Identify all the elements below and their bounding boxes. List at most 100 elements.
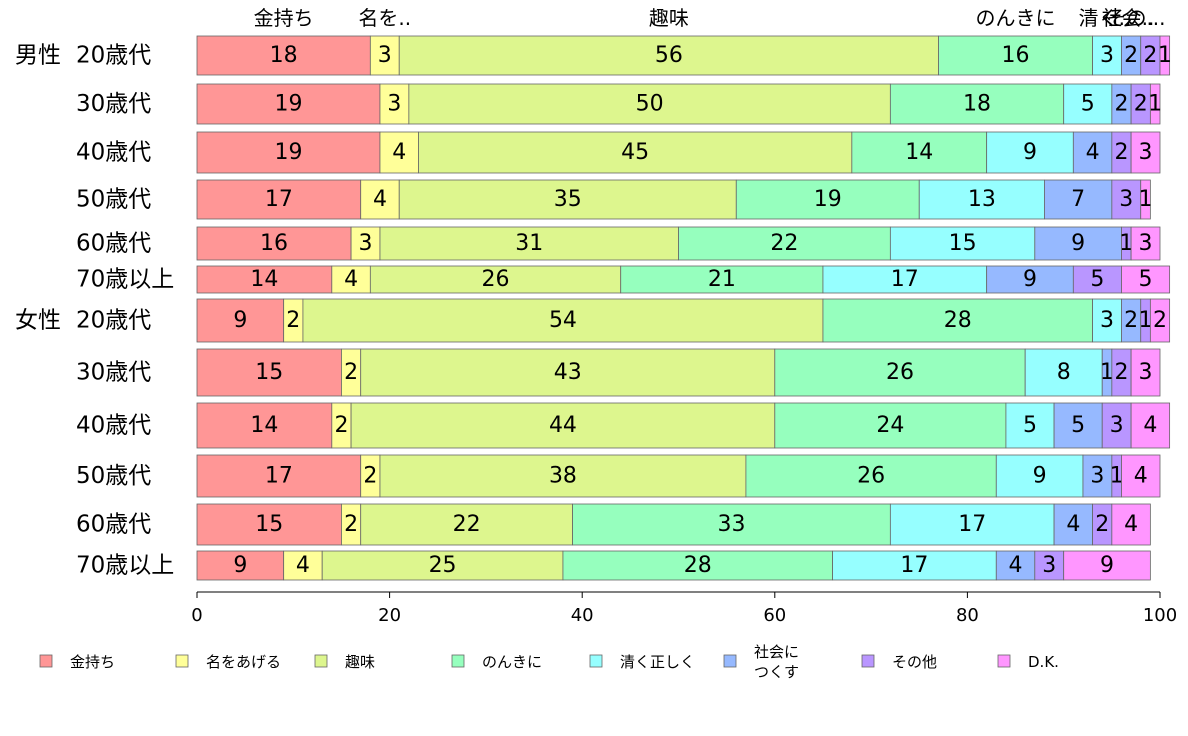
bar-segment	[196, 35, 371, 76]
bar-value-label: 19	[814, 187, 842, 212]
bar-value-label: 2	[1114, 92, 1128, 117]
bar-segment	[196, 454, 362, 498]
legend-swatch	[589, 654, 603, 668]
bar-value-label: 44	[549, 413, 577, 438]
bar-value-label: 25	[429, 553, 457, 578]
bar-value-label: 4	[344, 267, 358, 292]
bar-value-label: 13	[968, 187, 996, 212]
bar-value-label: 2	[1124, 43, 1138, 68]
bar-segment	[196, 402, 333, 449]
bar-segment	[1149, 298, 1171, 343]
bar-segment	[822, 298, 1093, 343]
bar-value-label: 14	[250, 413, 278, 438]
bar-segment	[350, 402, 776, 449]
bar-value-label: 5	[1023, 413, 1037, 438]
bar-segment	[1111, 179, 1142, 220]
bar-value-label: 15	[949, 231, 977, 256]
legend-label: のんきに	[482, 653, 542, 671]
bar-value-label: 19	[274, 140, 302, 165]
legend-swatch	[451, 654, 465, 668]
bar-segment	[196, 265, 333, 294]
bar-value-label: 9	[1023, 267, 1037, 292]
bar-segment	[1063, 83, 1113, 125]
bar-value-label: 50	[636, 92, 664, 117]
bar-segment	[196, 179, 362, 220]
bar-value-label: 2	[1114, 360, 1128, 385]
bar-value-label: 1	[1100, 360, 1114, 385]
bar-value-label: 14	[250, 267, 278, 292]
bar-value-label: 1	[1148, 92, 1162, 117]
bar-value-label: 26	[857, 464, 885, 489]
row-label: 40歳代	[76, 140, 151, 166]
row-label: 70歳以上	[76, 267, 174, 293]
top-category-label: 社会..	[1102, 6, 1155, 30]
bar-value-label: 56	[655, 43, 683, 68]
bar-value-label: 2	[344, 360, 358, 385]
bar-value-label: 43	[554, 360, 582, 385]
bar-segment	[938, 35, 1093, 76]
bar-value-label: 9	[1033, 464, 1047, 489]
legend-label: 趣味	[345, 653, 375, 671]
bar-segment	[745, 454, 997, 498]
bar-value-label: 19	[274, 92, 302, 117]
bar-segment	[986, 265, 1074, 294]
bar-value-label: 1	[1139, 308, 1153, 333]
bar-value-label: 3	[1139, 140, 1153, 165]
bar-segment	[1101, 402, 1132, 449]
legend-label: 社会につくす	[754, 643, 799, 681]
legend-label: 名をあげる	[206, 653, 281, 671]
bar-value-label: 33	[717, 512, 745, 537]
bar-value-label: 2	[1124, 308, 1138, 333]
bar-value-label: 2	[334, 413, 348, 438]
bar-segment	[1140, 179, 1151, 220]
bar-value-label: 3	[359, 231, 373, 256]
bar-value-label: 2	[1134, 92, 1148, 117]
x-tick-label: 20	[378, 605, 401, 626]
bar-value-label: 3	[1090, 464, 1104, 489]
bar-segment	[822, 265, 988, 294]
legend-swatch	[997, 654, 1011, 668]
bar-segment	[196, 83, 381, 125]
bar-value-label: 5	[1139, 267, 1153, 292]
bar-segment	[774, 348, 1026, 397]
row-label: 30歳代	[76, 360, 151, 386]
bar-value-label: 15	[255, 512, 283, 537]
legend-label: D.K.	[1028, 653, 1059, 671]
bar-value-label: 4	[1009, 553, 1023, 578]
bar-value-label: 22	[770, 231, 798, 256]
bar-segment	[1034, 226, 1122, 261]
bar-value-label: 2	[344, 512, 358, 537]
row-label: 50歳代	[76, 463, 151, 489]
top-category-label: 名を..	[358, 6, 411, 30]
bar-segment	[196, 550, 285, 581]
bar-segment	[379, 83, 410, 125]
bar-value-label: 2	[1095, 512, 1109, 537]
bar-value-label: 17	[265, 464, 293, 489]
bar-segment	[995, 454, 1084, 498]
bar-value-label: 5	[1071, 413, 1085, 438]
bar-segment	[331, 265, 371, 294]
bar-value-label: 17	[958, 512, 986, 537]
row-label: 20歳代	[76, 308, 151, 334]
bar-value-label: 26	[886, 360, 914, 385]
bar-value-label: 31	[515, 231, 543, 256]
top-category-label: 清く..	[1079, 6, 1132, 30]
bar-value-label: 2	[1143, 43, 1157, 68]
legend-label: 金持ち	[70, 653, 115, 671]
bar-value-label: 28	[944, 308, 972, 333]
bar-value-label: 3	[1119, 187, 1133, 212]
bar-value-label: 28	[684, 553, 712, 578]
bar-value-label: 3	[1100, 43, 1114, 68]
row-label: 60歳代	[76, 231, 151, 257]
bar-segment	[735, 179, 920, 220]
bar-segment	[196, 226, 352, 261]
bar-segment	[408, 83, 891, 125]
bar-segment	[1072, 265, 1122, 294]
bar-segment	[1111, 503, 1151, 546]
bar-value-label: 16	[260, 231, 288, 256]
bar-value-label: 4	[1066, 512, 1080, 537]
bar-value-label: 9	[1100, 553, 1114, 578]
bar-segment	[1130, 131, 1161, 174]
bar-segment	[918, 179, 1045, 220]
